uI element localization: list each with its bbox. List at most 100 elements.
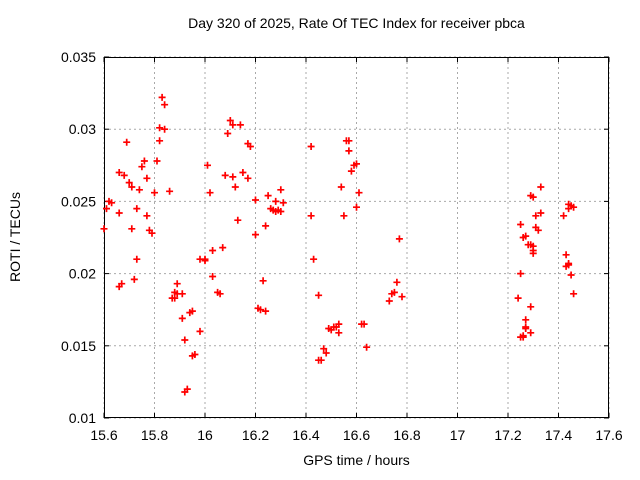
data-point-marker xyxy=(209,273,217,280)
x-tick-label: 16 xyxy=(197,427,213,443)
data-point-marker xyxy=(148,229,156,237)
data-point-marker xyxy=(178,290,186,298)
data-point-marker xyxy=(570,290,578,298)
data-point-marker xyxy=(130,275,138,283)
data-point-marker xyxy=(393,278,401,286)
data-point-marker xyxy=(385,297,393,305)
y-tick-label: 0.01 xyxy=(69,410,96,426)
data-point-marker xyxy=(252,231,259,239)
data-point-marker xyxy=(317,356,325,364)
y-tick-label: 0.025 xyxy=(61,193,96,209)
data-point-marker xyxy=(171,294,179,302)
data-point-marker xyxy=(562,251,570,259)
data-point-marker xyxy=(161,101,169,109)
chart-title: Day 320 of 2025, Rate Of TEC Index for r… xyxy=(188,15,525,31)
data-point-marker xyxy=(188,307,196,315)
data-point-marker xyxy=(315,291,323,299)
data-point-marker xyxy=(183,385,191,393)
data-point-marker xyxy=(522,325,530,332)
data-point-marker xyxy=(191,351,199,358)
data-point-marker xyxy=(340,212,348,220)
data-point-marker xyxy=(560,212,568,220)
data-point-marker xyxy=(527,329,535,337)
data-point-marker xyxy=(115,209,123,217)
data-point-marker xyxy=(307,212,315,220)
x-tick-label: 17.4 xyxy=(545,427,572,443)
data-point-marker xyxy=(181,336,189,344)
data-point-marker xyxy=(534,226,542,234)
data-point-marker xyxy=(156,137,164,145)
data-point-marker xyxy=(143,174,151,182)
data-point-marker xyxy=(138,163,146,171)
data-point-marker xyxy=(216,290,224,298)
x-tick-label: 17 xyxy=(450,427,466,443)
data-point-marker xyxy=(259,277,267,285)
data-point-marker xyxy=(204,161,211,169)
data-point-marker xyxy=(347,167,355,175)
y-tick-label: 0.035 xyxy=(61,49,96,65)
data-point-marker xyxy=(201,257,209,265)
data-point-marker xyxy=(151,189,158,197)
data-point-marker xyxy=(125,179,133,187)
data-point-marker xyxy=(196,327,204,335)
x-tick-label: 16.8 xyxy=(393,427,420,443)
data-point-marker xyxy=(529,193,537,201)
data-point-marker xyxy=(527,303,535,311)
data-point-marker xyxy=(252,196,259,204)
data-point-marker xyxy=(345,147,353,155)
data-point-marker xyxy=(337,183,345,191)
data-point-marker xyxy=(128,225,136,233)
data-point-marker xyxy=(118,280,126,288)
data-point-marker xyxy=(395,235,403,243)
data-point-marker xyxy=(257,306,264,314)
data-point-marker xyxy=(522,316,530,324)
data-point-marker xyxy=(565,261,573,269)
data-point-marker xyxy=(262,222,270,230)
data-point-marker xyxy=(224,130,232,137)
x-tick-label: 15.6 xyxy=(90,427,117,443)
data-point-marker xyxy=(353,160,360,168)
data-point-marker xyxy=(128,183,136,191)
y-tick-label: 0.02 xyxy=(69,266,96,282)
data-point-marker xyxy=(529,249,537,257)
data-point-marker xyxy=(363,343,371,351)
data-point-marker xyxy=(178,314,186,322)
x-tick-label: 15.8 xyxy=(141,427,168,443)
data-point-marker xyxy=(231,183,239,191)
data-point-marker xyxy=(133,255,141,263)
data-point-marker xyxy=(115,169,123,176)
data-point-marker xyxy=(108,199,116,207)
data-point-marker xyxy=(279,199,287,207)
data-point-marker xyxy=(390,288,398,296)
data-point-marker xyxy=(236,121,244,129)
data-point-marker xyxy=(264,192,272,200)
data-point-marker xyxy=(570,203,578,211)
data-point-marker xyxy=(307,143,315,150)
data-point-marker xyxy=(166,187,174,195)
data-point-marker xyxy=(517,221,525,228)
data-point-marker xyxy=(310,255,318,263)
data-point-marker xyxy=(234,216,242,224)
x-tick-label: 16.2 xyxy=(242,427,269,443)
x-tick-label: 16.4 xyxy=(292,427,319,443)
data-point-marker xyxy=(335,320,343,328)
data-point-marker xyxy=(522,232,530,240)
data-point-marker xyxy=(239,169,247,176)
data-point-marker xyxy=(209,247,217,254)
data-point-marker xyxy=(514,294,522,302)
data-point-marker xyxy=(272,197,280,205)
data-point-marker xyxy=(135,186,143,194)
data-point-marker xyxy=(143,212,151,220)
data-point-marker xyxy=(229,121,237,129)
data-point-marker xyxy=(153,157,161,165)
data-point-marker xyxy=(277,186,285,194)
x-tick-label: 17.6 xyxy=(595,427,622,443)
data-point-marker xyxy=(100,225,108,233)
data-point-marker xyxy=(221,171,229,179)
data-point-marker xyxy=(246,143,254,150)
data-point-marker xyxy=(120,171,128,179)
data-point-marker xyxy=(206,189,214,197)
data-point-marker xyxy=(345,137,353,145)
